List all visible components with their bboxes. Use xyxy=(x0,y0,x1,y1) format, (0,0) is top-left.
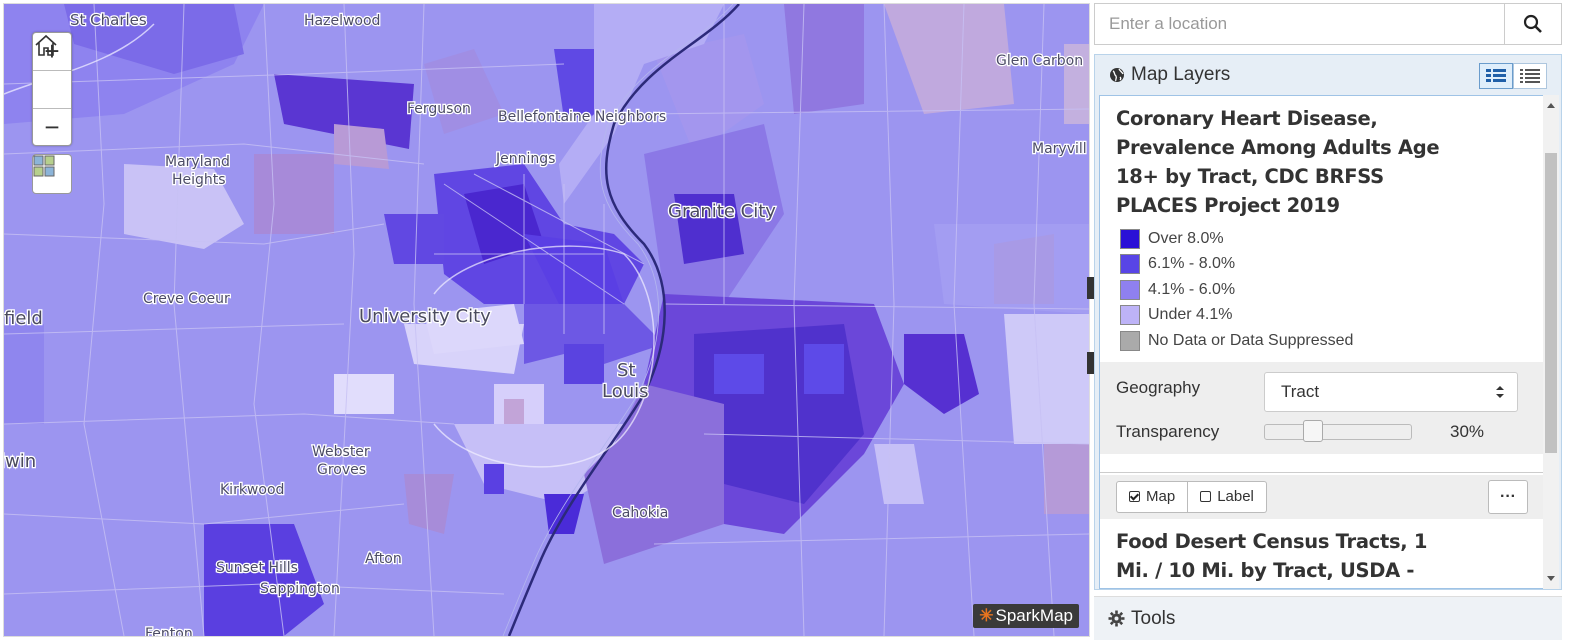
list-icon xyxy=(1520,69,1540,83)
tools-title: Tools xyxy=(1131,607,1176,629)
map-label-win: lwin xyxy=(4,451,36,472)
legend-swatch xyxy=(1120,254,1140,275)
label-toggle-label: Label xyxy=(1217,488,1254,505)
zoom-control: + − xyxy=(32,32,72,146)
basemap-gallery-icon xyxy=(33,155,55,177)
location-search xyxy=(1094,3,1562,45)
map-label-heights: Heights xyxy=(172,172,226,188)
zoom-in-button[interactable]: + xyxy=(33,33,71,71)
transparency-row: Transparency 30% xyxy=(1116,416,1528,448)
detail-list-icon xyxy=(1486,69,1506,82)
map-label-hazelwood: Hazelwood xyxy=(304,13,380,29)
side-panel: Map Layers Coronary Hea xyxy=(1093,0,1563,640)
layer-card-food-desert: Map Label ··· Food Desert Census Tracts,… xyxy=(1100,471,1544,589)
map-label-creve-coeur: Creve Coeur xyxy=(143,291,230,307)
layer-title-chd: Coronary Heart Disease, Prevalence Among… xyxy=(1116,107,1440,217)
geography-row: Geography Tract xyxy=(1116,368,1528,416)
map-label-st-charles: St Charles xyxy=(70,11,147,29)
basemap-gallery-button[interactable] xyxy=(32,154,72,194)
scroll-up-icon[interactable] xyxy=(1547,103,1555,108)
legend-label: No Data or Data Suppressed xyxy=(1148,331,1354,349)
legend-item: Over 8.0% xyxy=(1116,226,1528,252)
detail-view-button[interactable] xyxy=(1479,63,1513,89)
legend-label: Over 8.0% xyxy=(1148,229,1224,247)
layer-view-toggle xyxy=(1479,63,1547,89)
checkbox-checked-icon xyxy=(1129,491,1140,502)
sparkmap-logo: ✳ SparkMap xyxy=(973,604,1079,628)
map-label-webster: Webster xyxy=(312,444,370,460)
layers-scrollbar[interactable] xyxy=(1543,95,1559,589)
map-label-sunset-hills: Sunset Hills xyxy=(216,560,298,576)
map-layers-title: Map Layers xyxy=(1131,64,1231,85)
map-toggle-label: Map xyxy=(1146,488,1176,505)
legend-swatch xyxy=(1120,228,1140,249)
zoom-out-button[interactable]: − xyxy=(44,112,60,142)
layer-options-button[interactable]: ··· xyxy=(1488,479,1528,514)
transparency-slider-handle[interactable] xyxy=(1303,419,1323,442)
map-label-sappington: Sappington xyxy=(260,581,340,597)
geography-select[interactable]: Tract xyxy=(1264,371,1518,412)
layer-controls: Geography Tract Transparency xyxy=(1100,361,1544,454)
legend-swatch xyxy=(1120,279,1140,300)
map-layers-header[interactable]: Map Layers xyxy=(1095,55,1561,95)
legend-swatch xyxy=(1120,330,1140,351)
expand-panel-tab[interactable] xyxy=(1087,352,1095,374)
transparency-slider[interactable] xyxy=(1264,419,1412,442)
globe-icon xyxy=(1110,68,1124,82)
map-canvas[interactable]: St Charles Hazelwood Glen Carbon Ferguso… xyxy=(4,4,1089,636)
tools-panel-header[interactable]: Tools xyxy=(1094,596,1562,640)
search-icon xyxy=(1523,14,1542,33)
transparency-label: Transparency xyxy=(1116,421,1220,441)
map-label-ferguson: Ferguson xyxy=(407,101,471,117)
legend-item: Under 4.1% xyxy=(1116,303,1528,329)
map-layers-panel: Map Layers Coronary Hea xyxy=(1094,54,1562,590)
layer-card-chd: Coronary Heart Disease, Prevalence Among… xyxy=(1100,96,1544,462)
sort-arrows-icon xyxy=(1496,385,1504,398)
legend-label: 4.1% - 6.0% xyxy=(1148,280,1236,298)
legend: Over 8.0% 6.1% - 8.0% 4.1% - 6.0% Under … xyxy=(1116,226,1528,354)
map-label-st: St xyxy=(617,360,635,381)
geography-value: Tract xyxy=(1281,381,1320,401)
map-label-glen-carbon: Glen Carbon xyxy=(996,53,1083,69)
map-label-groves: Groves xyxy=(317,462,366,478)
map-label-bellefontaine: Bellefontaine Neighbors xyxy=(498,109,666,125)
map-label-louis: Louis xyxy=(602,381,649,402)
search-button[interactable] xyxy=(1504,4,1561,44)
layer-title-food-desert: Food Desert Census Tracts, 1 Mi. / 10 Mi… xyxy=(1116,529,1428,589)
map-label-maryville: Maryvill xyxy=(1032,141,1087,157)
legend-item: 6.1% - 8.0% xyxy=(1116,252,1528,278)
home-icon xyxy=(35,34,57,56)
map-label-university-city: University City xyxy=(359,306,491,327)
map-label-kirkwood: Kirkwood xyxy=(220,482,284,498)
legend-item: No Data or Data Suppressed xyxy=(1116,328,1528,354)
sparkmap-logo-text: SparkMap xyxy=(995,606,1073,625)
compact-view-button[interactable] xyxy=(1513,63,1547,89)
legend-label: Under 4.1% xyxy=(1148,306,1233,324)
map-label-fenton: Fenton xyxy=(145,626,193,636)
map-view[interactable]: St Charles Hazelwood Glen Carbon Ferguso… xyxy=(3,3,1090,637)
geography-label: Geography xyxy=(1116,377,1201,397)
transparency-value: 30% xyxy=(1450,421,1485,441)
map-label-cahokia: Cahokia xyxy=(612,505,668,521)
label-toggle-button[interactable]: Label xyxy=(1188,480,1267,513)
map-label-granite-city: Granite City xyxy=(668,201,776,222)
map-label-field: field xyxy=(4,308,43,329)
collapse-panel-tab[interactable] xyxy=(1087,277,1095,299)
location-search-input[interactable] xyxy=(1095,4,1504,44)
scroll-down-icon[interactable] xyxy=(1547,576,1555,581)
layers-scroll-area[interactable]: Coronary Heart Disease, Prevalence Among… xyxy=(1099,95,1545,589)
scrollbar-thumb[interactable] xyxy=(1545,153,1557,453)
map-label-maryland: Maryland xyxy=(165,154,230,170)
checkbox-empty-icon xyxy=(1200,491,1212,502)
legend-item: 4.1% - 6.0% xyxy=(1116,277,1528,303)
legend-swatch xyxy=(1120,305,1140,326)
legend-label: 6.1% - 8.0% xyxy=(1148,255,1236,273)
layer-toggle-bar: Map Label ··· xyxy=(1100,474,1544,519)
map-toggle-button[interactable]: Map xyxy=(1116,480,1189,513)
sparkmap-logo-mark: ✳ xyxy=(979,606,994,625)
map-label-jennings: Jennings xyxy=(495,151,555,167)
home-button[interactable] xyxy=(33,34,71,109)
gear-icon xyxy=(1108,610,1125,627)
map-label-afton: Afton xyxy=(365,551,402,567)
